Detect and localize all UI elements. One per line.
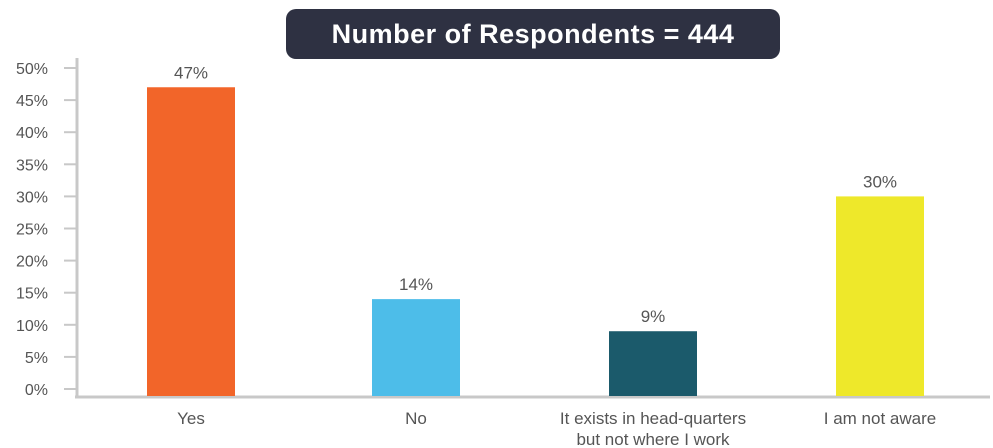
y-tick-label: 40% [16, 125, 48, 142]
data-label: 9% [641, 307, 666, 326]
y-tick-label: 20% [16, 254, 48, 271]
y-tick-label: 5% [25, 350, 48, 367]
category-label: Yes [177, 409, 205, 428]
category-label: No [405, 409, 427, 428]
bar [372, 299, 460, 396]
y-tick-label: 50% [16, 61, 48, 78]
data-labels: 47% 14% 9% 30% [174, 63, 897, 326]
data-label: 30% [863, 172, 897, 191]
bar [836, 196, 924, 396]
y-tick-label: 25% [16, 222, 48, 239]
y-tick-label: 0% [25, 382, 48, 399]
category-label: but not where I work [576, 430, 730, 448]
data-label: 47% [174, 63, 208, 82]
category-label: I am not aware [824, 409, 936, 428]
y-tick-label: 35% [16, 157, 48, 174]
bar [147, 87, 235, 396]
chart-title: Number of Respondents = 444 [286, 9, 780, 59]
y-tick-label: 30% [16, 189, 48, 206]
data-label: 14% [399, 275, 433, 294]
y-tick-label: 45% [16, 93, 48, 110]
category-labels: Yes No It exists in head-quarters but not w… [177, 409, 936, 448]
y-axis-ticks: 0% 5% 10% 15% 20% 25% 30% 35% 40% 45% 50% [16, 61, 77, 399]
y-tick-label: 15% [16, 286, 48, 303]
bars [147, 87, 924, 396]
category-label: It exists in head-quarters [560, 409, 746, 428]
y-tick-label: 10% [16, 318, 48, 335]
bar [609, 331, 697, 396]
